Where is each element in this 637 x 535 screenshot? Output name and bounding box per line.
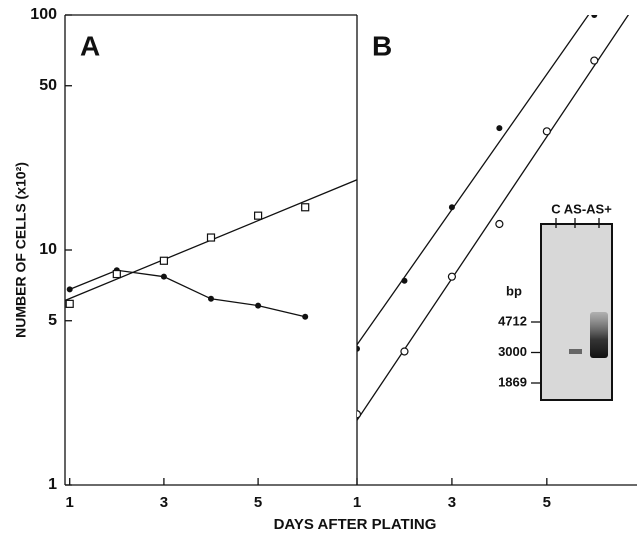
x-tick-label: 1: [353, 494, 361, 511]
x-tick-label: 3: [160, 494, 168, 511]
y-tick-label: 5: [48, 312, 57, 329]
lane-label: C: [551, 201, 561, 216]
data-point: [401, 348, 408, 355]
lane-label: AS+: [586, 201, 612, 216]
size-marker: 4712: [498, 313, 527, 328]
x-tick-label: 1: [66, 494, 74, 511]
data-point: [543, 128, 550, 135]
data-point: [449, 204, 455, 210]
series-line: [70, 270, 305, 316]
x-tick-label: 3: [448, 494, 456, 511]
y-tick-label: 10: [39, 241, 57, 258]
data-point: [113, 271, 120, 278]
data-point: [496, 221, 503, 228]
size-marker: 3000: [498, 344, 527, 359]
gel-band: [569, 349, 582, 354]
lane-label: AS-: [564, 201, 586, 216]
data-point: [354, 346, 360, 352]
data-point: [354, 411, 361, 418]
data-point: [496, 125, 502, 131]
data-point: [448, 273, 455, 280]
gel-band: [590, 312, 608, 358]
data-point: [302, 204, 309, 211]
data-point: [67, 286, 73, 292]
data-point: [208, 296, 214, 302]
data-point: [160, 257, 167, 264]
y-tick-label: 50: [39, 77, 57, 94]
plot-area: [65, 180, 357, 320]
data-point: [401, 278, 407, 284]
page: {"chart_data": [ {"type": "line", "panel…: [0, 0, 637, 535]
y-tick-label: 100: [30, 6, 57, 23]
data-point: [255, 212, 262, 219]
panel-label: B: [372, 30, 392, 61]
figure: A 1 5 10 50 100 1 3 5 NUMBER OF CELLS (x10²) DAYS …: [0, 0, 637, 535]
x-axis-label: DAYS AFTER PLATING: [274, 516, 437, 533]
data-point: [208, 234, 215, 241]
data-point: [591, 57, 598, 64]
data-point: [255, 303, 261, 309]
y-tick-label: 1: [48, 476, 57, 493]
size-unit: bp: [506, 283, 522, 298]
data-point: [591, 12, 597, 18]
x-tick-label: 5: [254, 494, 262, 511]
gel-inset: [541, 218, 612, 400]
panel-label: A: [80, 30, 100, 61]
data-point: [302, 314, 308, 320]
x-tick-label: 5: [543, 494, 551, 511]
data-point: [66, 300, 73, 307]
size-marker: 1869: [498, 374, 527, 389]
y-axis-label: NUMBER OF CELLS (x10²): [13, 162, 29, 338]
data-point: [161, 274, 167, 280]
